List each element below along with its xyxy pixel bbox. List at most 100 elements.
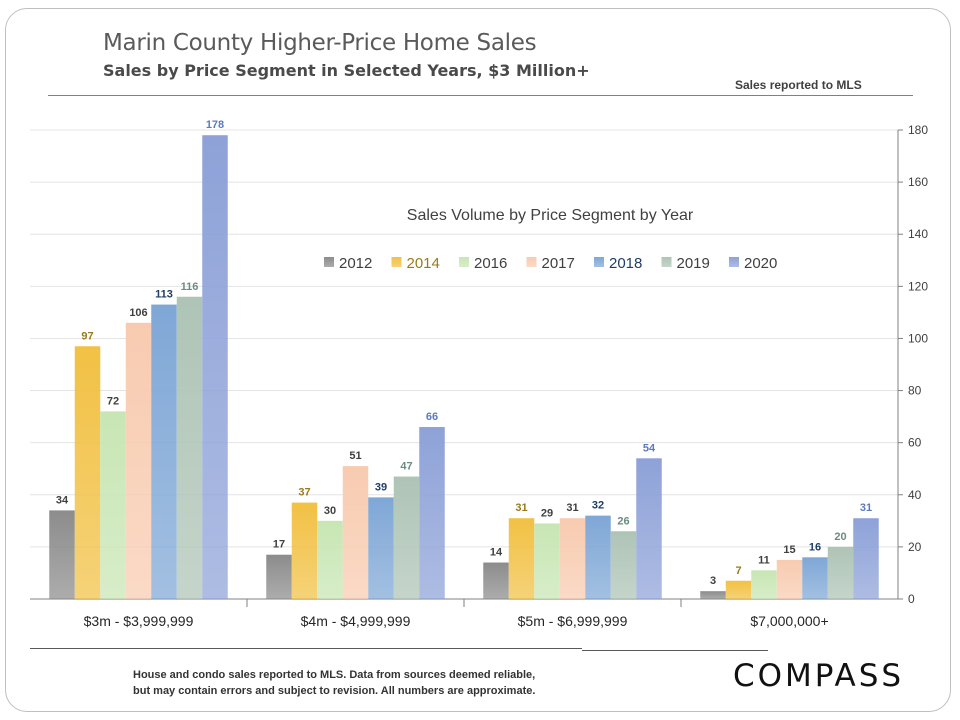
- bar-2012: [49, 510, 75, 599]
- bar-2020: [636, 458, 662, 599]
- x-category-label: $4m - $4,999,999: [301, 613, 411, 629]
- data-label: 17: [273, 539, 285, 551]
- data-label: 30: [324, 505, 336, 517]
- page-title: Marin County Higher-Price Home Sales: [103, 30, 537, 56]
- data-label: 113: [155, 289, 173, 301]
- bar-2014: [291, 502, 318, 599]
- data-label: 72: [107, 395, 119, 407]
- footnote: House and condo sales reported to MLS. D…: [133, 667, 535, 699]
- data-label: 116: [181, 281, 199, 293]
- bar-2017: [776, 559, 803, 599]
- bar-2019: [393, 476, 420, 599]
- legend-swatch: [391, 257, 402, 267]
- y-tick-label: 60: [908, 436, 922, 450]
- data-label: 20: [834, 531, 846, 543]
- y-tick-label: 0: [908, 592, 915, 606]
- bar-2017: [125, 322, 152, 599]
- header-rule: [48, 95, 913, 96]
- y-tick-label: 120: [908, 279, 928, 293]
- bar-2016: [317, 520, 343, 599]
- legend-label: 2018: [609, 255, 642, 272]
- footnote-line-2: but may contain errors and subject to re…: [133, 685, 536, 697]
- legend-swatch: [594, 257, 604, 267]
- bar-2016: [100, 411, 126, 599]
- y-tick-label: 40: [908, 488, 922, 502]
- page-subtitle: Sales by Price Segment in Selected Years…: [103, 61, 590, 80]
- source-note: Sales reported to MLS: [735, 78, 862, 92]
- legend-label: 2017: [542, 255, 575, 272]
- footnote-line-1: House and condo sales reported to MLS. D…: [133, 669, 536, 681]
- legend-label: 2012: [339, 255, 372, 272]
- bar-2018: [585, 515, 611, 599]
- data-label: 3: [710, 575, 716, 587]
- bar-2014: [508, 518, 535, 599]
- footer-rule-right: [582, 650, 768, 651]
- data-label: 31: [860, 502, 872, 514]
- data-label: 15: [783, 544, 795, 556]
- y-tick-label: 180: [908, 123, 928, 137]
- bar-2016: [751, 570, 777, 599]
- legend-label: 2014: [407, 255, 440, 272]
- bar-2018: [151, 304, 177, 599]
- bar-2017: [559, 518, 586, 599]
- bar-2012: [700, 591, 726, 599]
- y-tick-label: 100: [908, 331, 928, 345]
- legend-swatch: [661, 257, 672, 267]
- data-label: 54: [643, 442, 656, 454]
- legend-swatch: [729, 257, 739, 267]
- data-label: 34: [56, 494, 69, 506]
- y-tick-label: 20: [908, 540, 922, 554]
- data-label: 66: [426, 411, 438, 423]
- data-label: 51: [349, 450, 361, 462]
- data-label: 39: [375, 481, 387, 493]
- bar-2018: [802, 557, 828, 599]
- legend-label: 2019: [677, 255, 710, 272]
- legend-swatch: [324, 257, 334, 267]
- data-label: 14: [490, 547, 503, 559]
- data-label: 37: [298, 487, 310, 499]
- bar-2012: [483, 562, 509, 599]
- bar-2016: [534, 523, 560, 599]
- y-tick-label: 140: [908, 227, 928, 241]
- footer-rule-left: [30, 648, 582, 649]
- data-label: 29: [541, 507, 553, 519]
- bar-2017: [342, 466, 369, 599]
- legend-label: 2020: [744, 255, 777, 272]
- data-label: 7: [735, 565, 741, 577]
- data-label: 106: [129, 307, 147, 319]
- data-label: 47: [400, 461, 412, 473]
- compass-logo: COMPASS: [733, 658, 905, 694]
- bar-2020: [202, 135, 228, 599]
- data-label: 11: [758, 554, 770, 566]
- y-tick-label: 160: [908, 175, 928, 189]
- legend-label: 2016: [474, 255, 507, 272]
- data-label: 32: [592, 500, 604, 512]
- x-category-label: $5m - $6,999,999: [518, 613, 628, 629]
- bar-2020: [419, 427, 445, 599]
- bar-2014: [725, 580, 752, 599]
- bar-2019: [176, 296, 203, 599]
- data-label: 16: [809, 541, 821, 553]
- chart-title: Sales Volume by Price Segment by Year: [407, 207, 694, 224]
- slide-frame: [5, 8, 951, 712]
- data-label: 97: [81, 330, 93, 342]
- bar-2018: [368, 497, 394, 599]
- bar-2020: [853, 518, 879, 599]
- data-label: 31: [515, 502, 527, 514]
- axes: 0 20 40 60 80 100 120 140 160 180 $3m - $3,999,999…: [30, 123, 928, 629]
- bars: [49, 135, 879, 599]
- legend-swatch: [459, 257, 469, 267]
- legend-swatch: [526, 257, 537, 267]
- bar-2012: [266, 554, 292, 599]
- legend: 2012 2014 2016 2017 2018 2019 2020: [324, 255, 777, 272]
- x-category-label: $7,000,000+: [750, 613, 828, 629]
- data-label: 178: [206, 119, 224, 131]
- y-tick-label: 80: [908, 384, 922, 398]
- bar-2019: [827, 546, 854, 599]
- bar-2014: [74, 346, 101, 599]
- data-label: 31: [566, 502, 578, 514]
- x-category-label: $3m - $3,999,999: [84, 613, 194, 629]
- bar-2019: [610, 531, 637, 599]
